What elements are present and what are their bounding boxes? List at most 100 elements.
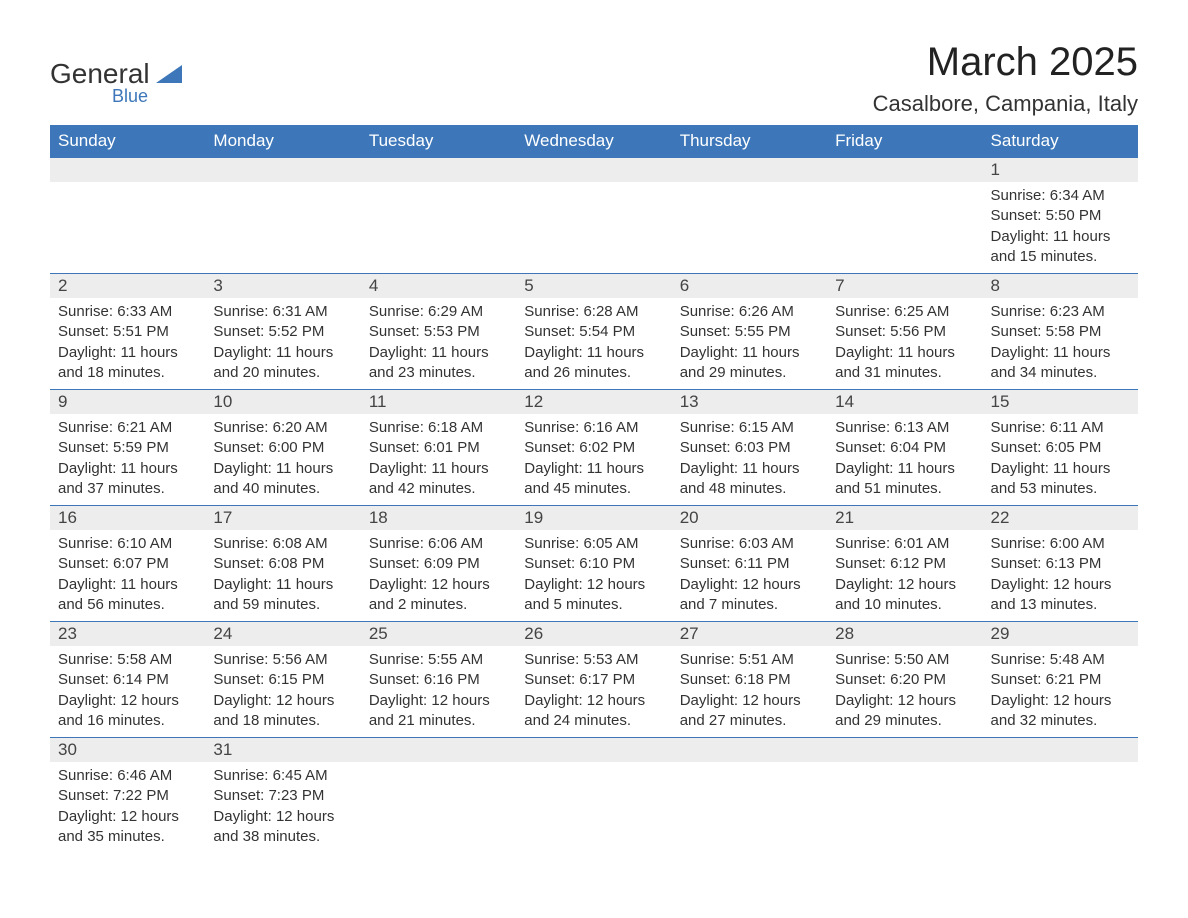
daylight-text: Daylight: 12 hours and 2 minutes. xyxy=(369,575,508,616)
daylight-text: Daylight: 12 hours and 10 minutes. xyxy=(835,575,974,616)
day-data-cell: Sunrise: 6:00 AMSunset: 6:13 PMDaylight:… xyxy=(983,530,1138,622)
daylight-text: Daylight: 11 hours and 42 minutes. xyxy=(369,459,508,500)
sunrise-text: Sunrise: 5:50 AM xyxy=(835,650,974,670)
day-number-cell xyxy=(983,738,1138,763)
day-data-cell xyxy=(827,182,982,274)
daylight-text: Daylight: 11 hours and 31 minutes. xyxy=(835,343,974,384)
sunset-text: Sunset: 5:53 PM xyxy=(369,322,508,342)
sunrise-text: Sunrise: 6:11 AM xyxy=(991,418,1130,438)
day-number-cell: 6 xyxy=(672,274,827,299)
day-number-cell: 9 xyxy=(50,390,205,415)
day-number-cell: 2 xyxy=(50,274,205,299)
day-number: 4 xyxy=(369,276,378,295)
day-number-cell xyxy=(672,738,827,763)
day-number: 2 xyxy=(58,276,67,295)
day-number-cell: 24 xyxy=(205,622,360,647)
day-data-cell: Sunrise: 6:08 AMSunset: 6:08 PMDaylight:… xyxy=(205,530,360,622)
daylight-text: Daylight: 11 hours and 56 minutes. xyxy=(58,575,197,616)
daylight-text: Daylight: 11 hours and 37 minutes. xyxy=(58,459,197,500)
day-data-row: Sunrise: 6:33 AMSunset: 5:51 PMDaylight:… xyxy=(50,298,1138,390)
sunrise-text: Sunrise: 6:33 AM xyxy=(58,302,197,322)
sunset-text: Sunset: 6:01 PM xyxy=(369,438,508,458)
sunset-text: Sunset: 6:04 PM xyxy=(835,438,974,458)
day-data-cell: Sunrise: 5:48 AMSunset: 6:21 PMDaylight:… xyxy=(983,646,1138,738)
weekday-header: Thursday xyxy=(672,125,827,158)
daylight-text: Daylight: 11 hours and 45 minutes. xyxy=(524,459,663,500)
sunrise-text: Sunrise: 6:26 AM xyxy=(680,302,819,322)
sunset-text: Sunset: 7:23 PM xyxy=(213,786,352,806)
day-number-cell: 28 xyxy=(827,622,982,647)
day-data-row: Sunrise: 6:21 AMSunset: 5:59 PMDaylight:… xyxy=(50,414,1138,506)
day-number-cell xyxy=(516,738,671,763)
sunset-text: Sunset: 6:10 PM xyxy=(524,554,663,574)
day-data-cell: Sunrise: 6:20 AMSunset: 6:00 PMDaylight:… xyxy=(205,414,360,506)
day-number: 19 xyxy=(524,508,543,527)
sunrise-text: Sunrise: 6:10 AM xyxy=(58,534,197,554)
daylight-text: Daylight: 11 hours and 40 minutes. xyxy=(213,459,352,500)
day-data-cell: Sunrise: 5:58 AMSunset: 6:14 PMDaylight:… xyxy=(50,646,205,738)
day-data-cell: Sunrise: 6:25 AMSunset: 5:56 PMDaylight:… xyxy=(827,298,982,390)
sunrise-text: Sunrise: 6:20 AM xyxy=(213,418,352,438)
day-data-cell: Sunrise: 6:05 AMSunset: 6:10 PMDaylight:… xyxy=(516,530,671,622)
daylight-text: Daylight: 12 hours and 7 minutes. xyxy=(680,575,819,616)
daylight-text: Daylight: 12 hours and 5 minutes. xyxy=(524,575,663,616)
day-number: 11 xyxy=(369,392,387,411)
day-number: 21 xyxy=(835,508,854,527)
daylight-text: Daylight: 11 hours and 29 minutes. xyxy=(680,343,819,384)
day-data-cell: Sunrise: 6:45 AMSunset: 7:23 PMDaylight:… xyxy=(205,762,360,853)
sunset-text: Sunset: 6:17 PM xyxy=(524,670,663,690)
sunset-text: Sunset: 6:09 PM xyxy=(369,554,508,574)
weekday-header-row: Sunday Monday Tuesday Wednesday Thursday… xyxy=(50,125,1138,158)
sunset-text: Sunset: 5:58 PM xyxy=(991,322,1130,342)
daylight-text: Daylight: 12 hours and 16 minutes. xyxy=(58,691,197,732)
sunset-text: Sunset: 6:05 PM xyxy=(991,438,1130,458)
daylight-text: Daylight: 12 hours and 24 minutes. xyxy=(524,691,663,732)
sunset-text: Sunset: 5:50 PM xyxy=(991,206,1130,226)
sunrise-text: Sunrise: 6:01 AM xyxy=(835,534,974,554)
calendar-table: Sunday Monday Tuesday Wednesday Thursday… xyxy=(50,125,1138,853)
sunset-text: Sunset: 6:20 PM xyxy=(835,670,974,690)
weekday-header: Friday xyxy=(827,125,982,158)
day-number-cell xyxy=(827,158,982,183)
day-number-cell: 7 xyxy=(827,274,982,299)
day-number-cell xyxy=(516,158,671,183)
day-data-cell xyxy=(672,182,827,274)
sunset-text: Sunset: 5:59 PM xyxy=(58,438,197,458)
day-data-cell: Sunrise: 6:28 AMSunset: 5:54 PMDaylight:… xyxy=(516,298,671,390)
sunrise-text: Sunrise: 5:55 AM xyxy=(369,650,508,670)
day-data-cell xyxy=(361,182,516,274)
day-data-row: Sunrise: 6:46 AMSunset: 7:22 PMDaylight:… xyxy=(50,762,1138,853)
day-data-cell: Sunrise: 6:10 AMSunset: 6:07 PMDaylight:… xyxy=(50,530,205,622)
sunset-text: Sunset: 6:07 PM xyxy=(58,554,197,574)
day-data-cell xyxy=(205,182,360,274)
weekday-header: Saturday xyxy=(983,125,1138,158)
day-data-cell: Sunrise: 6:34 AMSunset: 5:50 PMDaylight:… xyxy=(983,182,1138,274)
day-data-cell: Sunrise: 5:50 AMSunset: 6:20 PMDaylight:… xyxy=(827,646,982,738)
day-number-cell: 10 xyxy=(205,390,360,415)
day-data-cell: Sunrise: 6:31 AMSunset: 5:52 PMDaylight:… xyxy=(205,298,360,390)
sunset-text: Sunset: 6:15 PM xyxy=(213,670,352,690)
day-number: 24 xyxy=(213,624,232,643)
day-number-cell: 29 xyxy=(983,622,1138,647)
day-number: 14 xyxy=(835,392,854,411)
day-number: 30 xyxy=(58,740,77,759)
day-number-cell: 13 xyxy=(672,390,827,415)
sunrise-text: Sunrise: 6:28 AM xyxy=(524,302,663,322)
weekday-header: Monday xyxy=(205,125,360,158)
day-number: 9 xyxy=(58,392,67,411)
day-data-cell: Sunrise: 6:23 AMSunset: 5:58 PMDaylight:… xyxy=(983,298,1138,390)
day-number-cell: 15 xyxy=(983,390,1138,415)
day-data-cell: Sunrise: 6:03 AMSunset: 6:11 PMDaylight:… xyxy=(672,530,827,622)
day-number: 17 xyxy=(213,508,232,527)
day-data-cell: Sunrise: 5:51 AMSunset: 6:18 PMDaylight:… xyxy=(672,646,827,738)
sunset-text: Sunset: 6:14 PM xyxy=(58,670,197,690)
daylight-text: Daylight: 12 hours and 35 minutes. xyxy=(58,807,197,848)
header: General Blue March 2025 Casalbore, Campa… xyxy=(50,40,1138,117)
sunset-text: Sunset: 6:18 PM xyxy=(680,670,819,690)
day-number: 8 xyxy=(991,276,1000,295)
sunrise-text: Sunrise: 6:46 AM xyxy=(58,766,197,786)
sunrise-text: Sunrise: 6:15 AM xyxy=(680,418,819,438)
day-data-cell: Sunrise: 6:18 AMSunset: 6:01 PMDaylight:… xyxy=(361,414,516,506)
day-data-cell: Sunrise: 6:13 AMSunset: 6:04 PMDaylight:… xyxy=(827,414,982,506)
daylight-text: Daylight: 12 hours and 27 minutes. xyxy=(680,691,819,732)
